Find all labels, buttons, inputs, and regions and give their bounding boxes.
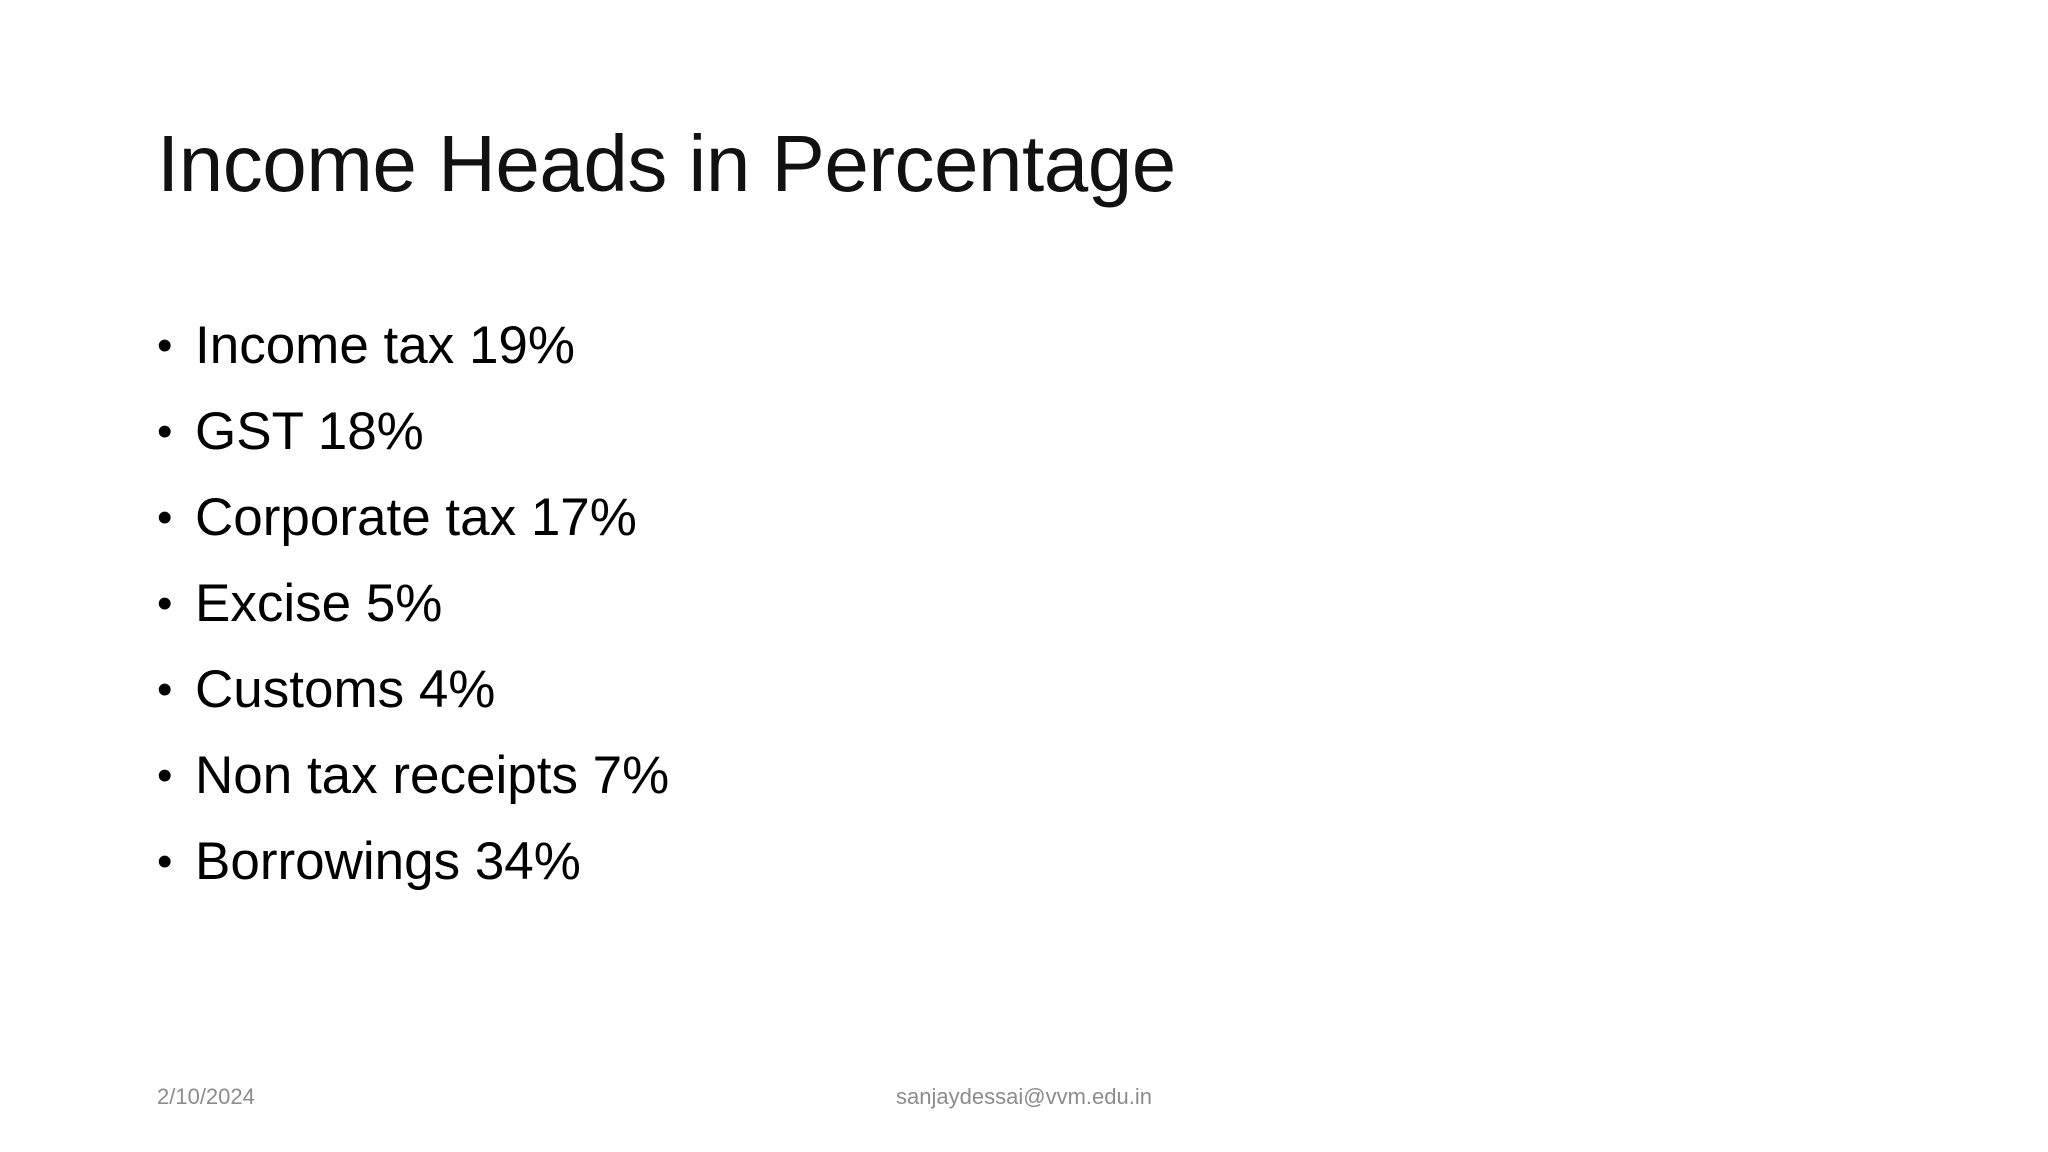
bullet-dot: •	[157, 751, 173, 800]
bullet-item: • Income tax 19%	[157, 313, 669, 399]
bullet-item: • Non tax receipts 7%	[157, 743, 669, 829]
bullet-text: Non tax receipts 7%	[195, 746, 670, 805]
bullet-text: Corporate tax 17%	[195, 488, 637, 547]
bullet-item: • Borrowings 34%	[157, 829, 669, 915]
bullet-item: • Customs 4%	[157, 657, 669, 743]
bullet-item: • Corporate tax 17%	[157, 485, 669, 571]
bullet-dot: •	[157, 837, 173, 886]
bullet-text: GST 18%	[195, 402, 424, 461]
bullet-text: Excise 5%	[195, 574, 443, 633]
slide-title: Income Heads in Percentage	[157, 119, 1176, 208]
bullet-dot: •	[157, 407, 173, 456]
footer-email: sanjaydessai@vvm.edu.in	[896, 1084, 1152, 1109]
bullet-item: • Excise 5%	[157, 571, 669, 657]
bullet-item: • GST 18%	[157, 399, 669, 485]
bullet-list: • Income tax 19% • GST 18% • Corporate tax …	[157, 313, 669, 915]
bullet-text: Income tax 19%	[195, 316, 576, 375]
bullet-text: Customs 4%	[195, 660, 496, 719]
bullet-dot: •	[157, 665, 173, 714]
bullet-text: Borrowings 34%	[195, 832, 581, 891]
bullet-dot: •	[157, 321, 173, 370]
bullet-dot: •	[157, 579, 173, 628]
bullet-dot: •	[157, 493, 173, 542]
footer-date: 2/10/2024	[157, 1084, 255, 1109]
